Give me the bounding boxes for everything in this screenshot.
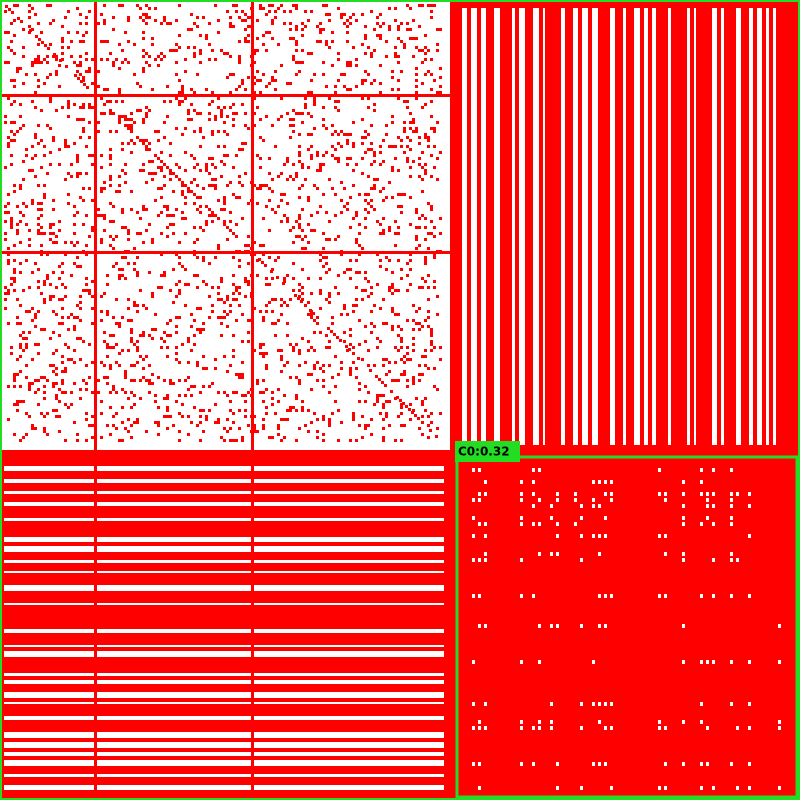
detection-box bbox=[455, 455, 799, 799]
sparse-dots bbox=[4, 4, 442, 442]
detection-label-bg bbox=[455, 441, 520, 462]
block-line bbox=[251, 450, 254, 800]
block-line bbox=[94, 0, 97, 450]
dense-block bbox=[450, 450, 800, 800]
white-stripes bbox=[4, 466, 444, 790]
detection-label: C0:0.32 bbox=[458, 445, 510, 459]
white-stripes bbox=[462, 8, 776, 445]
block-line bbox=[94, 450, 97, 800]
dense-block bbox=[0, 450, 450, 800]
block-line bbox=[0, 251, 450, 254]
block-line bbox=[0, 94, 450, 97]
block-line bbox=[251, 0, 254, 450]
